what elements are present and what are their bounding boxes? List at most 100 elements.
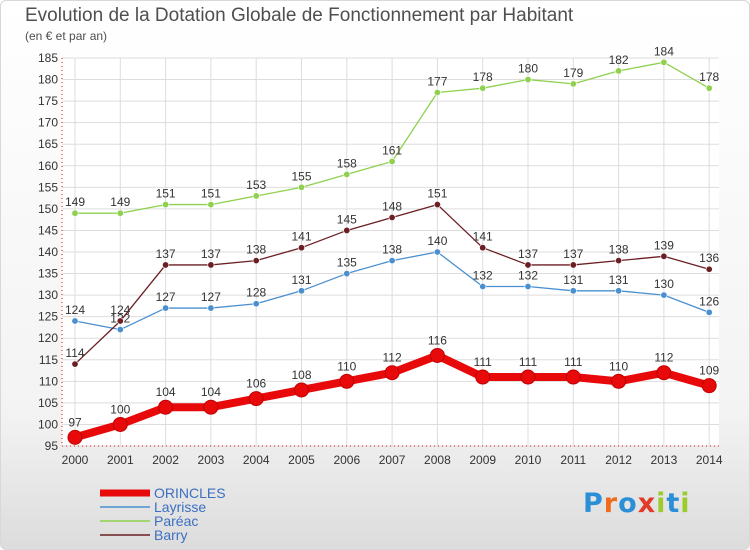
y-tick-label: 125 — [38, 310, 58, 324]
proxiti-logo: Proxiti — [583, 488, 691, 519]
data-point-layrisse — [615, 287, 623, 295]
data-point-par-ac — [660, 58, 668, 66]
data-label-barry: 139 — [654, 238, 674, 252]
data-point-layrisse — [297, 287, 305, 295]
data-point-par-ac — [569, 80, 577, 88]
data-label-barry: 137 — [563, 247, 583, 261]
data-label-layrisse: 127 — [156, 290, 176, 304]
data-label-barry: 141 — [473, 230, 493, 244]
logo-letter: P — [583, 488, 604, 519]
data-label-par-ac: 149 — [65, 195, 85, 209]
data-point-barry — [569, 261, 577, 269]
data-label-par-ac: 155 — [291, 169, 311, 183]
data-label-par-ac: 180 — [518, 62, 538, 76]
data-point-layrisse — [162, 304, 170, 312]
y-tick-label: 110 — [39, 374, 58, 388]
data-point-orincles — [112, 416, 128, 432]
x-tick-label: 2012 — [605, 453, 632, 467]
data-point-layrisse — [705, 308, 713, 316]
data-point-orincles — [475, 369, 491, 385]
data-label-par-ac: 177 — [427, 74, 447, 88]
x-tick-label: 2009 — [469, 453, 496, 467]
data-point-orincles — [656, 365, 672, 381]
data-point-orincles — [248, 391, 264, 407]
data-point-par-ac — [297, 183, 305, 191]
data-label-layrisse: 132 — [473, 268, 493, 282]
data-label-par-ac: 149 — [110, 195, 130, 209]
x-tick-label: 2005 — [288, 453, 315, 467]
logo-letter: r — [603, 488, 619, 519]
y-tick-label: 155 — [38, 180, 58, 194]
data-point-barry — [388, 214, 396, 222]
data-label-barry: 141 — [291, 230, 311, 244]
data-label-par-ac: 178 — [473, 70, 493, 84]
data-label-layrisse: 131 — [563, 273, 583, 287]
x-tick-label: 2014 — [696, 453, 723, 467]
data-label-par-ac: 161 — [382, 143, 402, 157]
data-label-par-ac: 151 — [201, 187, 221, 201]
data-label-barry: 137 — [156, 247, 176, 261]
data-point-par-ac — [162, 201, 170, 209]
data-label-barry: 145 — [337, 212, 357, 226]
data-point-par-ac — [615, 67, 623, 75]
data-point-orincles — [203, 399, 219, 415]
y-tick-label: 120 — [38, 331, 58, 345]
data-point-barry — [660, 252, 668, 260]
y-tick-label: 100 — [38, 417, 58, 431]
data-point-layrisse — [71, 317, 79, 325]
data-point-barry — [433, 201, 441, 209]
data-point-layrisse — [479, 282, 487, 290]
data-point-layrisse — [660, 291, 668, 299]
data-label-orincles: 100 — [110, 402, 130, 416]
logo-letter: t — [666, 488, 681, 519]
data-label-barry: 114 — [65, 346, 84, 360]
legend-label-barry: Barry — [154, 527, 187, 543]
data-point-orincles — [384, 365, 400, 381]
data-label-barry: 136 — [699, 251, 719, 265]
chart-title: Evolution de la Dotation Globale de Fonc… — [25, 5, 574, 26]
data-label-orincles: 111 — [474, 355, 493, 369]
data-label-layrisse: 138 — [382, 243, 402, 257]
data-label-orincles: 106 — [246, 377, 266, 391]
data-label-barry: 151 — [427, 187, 447, 201]
data-label-layrisse: 140 — [427, 234, 447, 248]
data-point-barry — [343, 226, 351, 234]
legend-label-par-ac: Paréac — [154, 513, 198, 529]
data-point-par-ac — [388, 157, 396, 165]
data-label-orincles: 110 — [337, 359, 356, 373]
data-point-barry — [479, 244, 487, 252]
data-point-barry — [71, 360, 79, 368]
data-label-barry: 137 — [201, 247, 221, 261]
x-tick-label: 2011 — [560, 453, 586, 467]
data-point-par-ac — [71, 209, 79, 217]
data-label-par-ac: 179 — [563, 66, 583, 80]
y-tick-label: 95 — [45, 439, 59, 453]
logo-letter: i — [680, 488, 691, 519]
data-label-barry: 124 — [110, 303, 130, 317]
data-label-layrisse: 135 — [337, 256, 357, 270]
data-point-par-ac — [116, 209, 124, 217]
data-label-barry: 137 — [518, 247, 538, 261]
chart-subtitle: (en € et par an) — [25, 29, 108, 43]
data-label-barry: 148 — [382, 200, 402, 214]
x-tick-label: 2013 — [651, 453, 678, 467]
data-label-orincles: 97 — [68, 415, 82, 429]
data-label-par-ac: 151 — [156, 187, 176, 201]
data-label-layrisse: 127 — [201, 290, 221, 304]
data-point-barry — [116, 317, 124, 325]
x-tick-label: 2000 — [62, 453, 89, 467]
data-point-par-ac — [252, 192, 260, 200]
y-tick-label: 115 — [39, 353, 58, 367]
logo-letter: i — [656, 488, 667, 519]
y-tick-label: 150 — [38, 202, 58, 216]
data-point-barry — [162, 261, 170, 269]
data-label-layrisse: 130 — [654, 277, 674, 291]
data-point-par-ac — [343, 170, 351, 178]
legend-label-orincles: ORINCLES — [154, 485, 226, 501]
data-label-layrisse: 132 — [518, 268, 538, 282]
y-tick-label: 160 — [38, 159, 58, 173]
data-point-layrisse — [388, 257, 396, 265]
data-point-orincles — [294, 382, 309, 398]
y-tick-label: 165 — [38, 137, 58, 151]
